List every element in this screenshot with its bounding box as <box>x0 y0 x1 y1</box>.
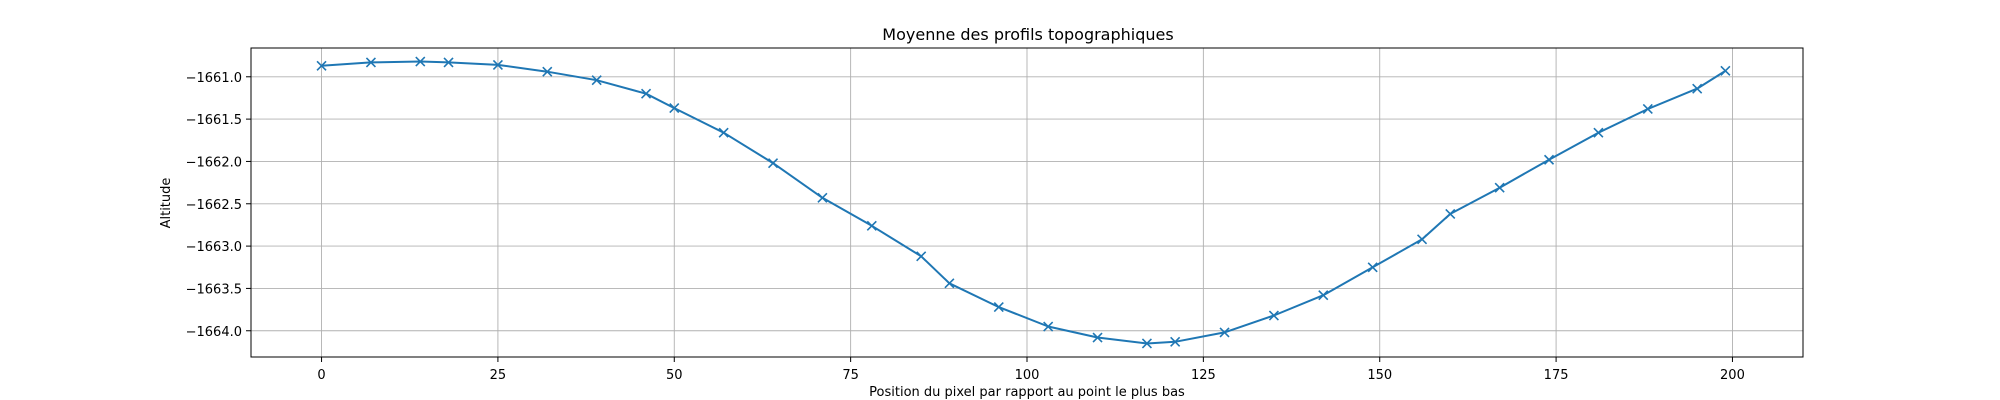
series-layer <box>316 56 1731 349</box>
data-point-marker <box>1494 182 1505 193</box>
x-tick-label: 200 <box>1720 368 1745 383</box>
y-tick-label: −1661.5 <box>186 113 242 128</box>
data-point-marker <box>1141 338 1152 349</box>
data-point-marker <box>1720 65 1731 76</box>
data-point-marker <box>1593 127 1604 138</box>
data-point-marker <box>1219 327 1230 338</box>
data-point-marker <box>1642 103 1653 115</box>
data-point-marker <box>1092 332 1103 343</box>
data-point-marker <box>866 220 877 231</box>
data-point-marker <box>415 56 426 67</box>
y-tick-label: −1663.5 <box>186 282 242 297</box>
data-point-marker <box>1692 83 1703 94</box>
x-tick-label: 75 <box>842 368 859 383</box>
data-point-marker <box>916 251 927 262</box>
data-point-marker <box>817 192 828 203</box>
data-point-marker <box>669 103 680 114</box>
data-point-marker <box>1543 154 1555 165</box>
y-axis: −1664.0 −1663.5 −1663.0 −1662.5 −1662.0 −1661… <box>186 71 251 340</box>
data-point-marker <box>542 66 553 77</box>
y-tick-label: −1664.0 <box>186 325 242 340</box>
data-point-marker <box>591 75 602 86</box>
data-point-marker <box>1268 310 1279 321</box>
x-axis-label: Position du pixel par rapport au point l… <box>869 385 1185 400</box>
grid <box>251 48 1803 357</box>
x-tick-label: 50 <box>666 368 683 383</box>
x-axis: 0 25 50 75 100 125 150 175 200 <box>317 357 1745 383</box>
data-point-marker <box>492 59 503 70</box>
data-point-marker <box>443 57 454 68</box>
x-tick-label: 0 <box>317 368 325 383</box>
data-point-marker <box>316 60 327 71</box>
y-tick-label: −1662.0 <box>186 155 242 170</box>
data-point-marker <box>718 127 729 138</box>
data-point-marker <box>1445 208 1456 219</box>
x-tick-label: 125 <box>1191 368 1216 383</box>
data-point-marker <box>944 278 955 289</box>
y-tick-label: −1663.0 <box>186 240 242 255</box>
data-point-marker <box>1367 262 1378 273</box>
data-point-marker <box>1170 336 1181 347</box>
data-point-marker <box>1416 234 1428 245</box>
data-point-marker <box>1043 321 1054 332</box>
y-tick-label: −1661.0 <box>186 71 242 86</box>
y-tick-label: −1662.5 <box>186 198 242 213</box>
x-tick-label: 100 <box>1015 368 1040 383</box>
x-tick-label: 25 <box>490 368 507 383</box>
data-point-marker <box>640 88 652 99</box>
chart-title: Moyenne des profils topographiques <box>882 25 1173 44</box>
data-point-marker <box>993 301 1004 313</box>
x-tick-label: 175 <box>1544 368 1569 383</box>
data-point-marker <box>1318 290 1329 301</box>
x-tick-label: 150 <box>1367 368 1392 383</box>
data-point-marker <box>767 158 779 169</box>
y-axis-label: Altitude <box>159 178 174 229</box>
series-line <box>321 60 1726 345</box>
data-point-marker <box>365 57 376 68</box>
